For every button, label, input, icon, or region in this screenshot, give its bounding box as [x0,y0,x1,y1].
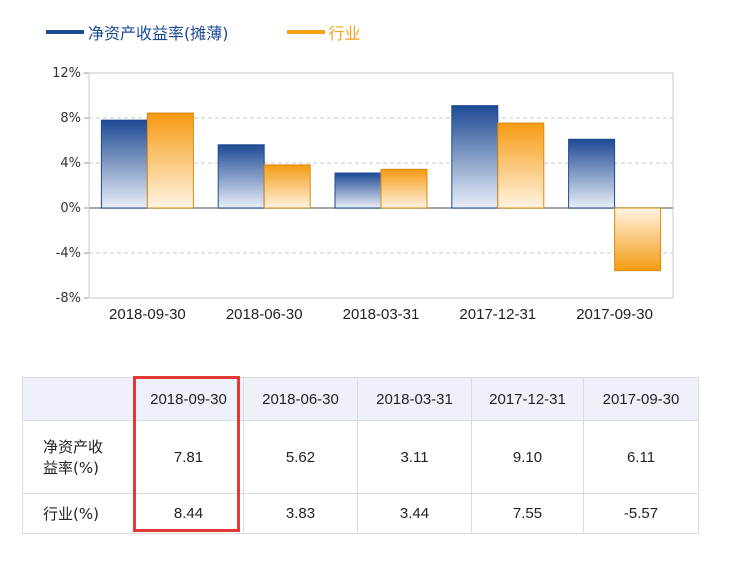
legend-line-roe [46,30,84,34]
y-tick-label: 12% [52,66,81,81]
x-tick-label: 2017-09-30 [576,306,653,323]
bar-industry [380,168,428,209]
bar-roe [334,172,382,209]
table-cell: 3.44 [357,493,472,534]
table-header-cell: 2017-12-31 [471,377,584,421]
table-cell: 5.62 [243,420,358,494]
bar-industry [497,122,545,209]
table-cell: -5.57 [583,493,699,534]
row-label-industry: 行业(%) [22,493,134,534]
y-tick-label: 0% [60,201,81,216]
legend-label-roe: 净资产收益率(摊薄) [88,24,229,43]
table-row: 净资产收 益率(%) 7.81 5.62 3.11 9.10 6.11 [22,420,699,494]
bar-roe [451,105,499,209]
row-label-roe: 净资产收 益率(%) [22,420,134,494]
x-tick-label: 2018-09-30 [109,306,186,323]
table-header-row: 2018-09-30 2018-06-30 2018-03-31 2017-12… [22,377,699,421]
legend-label-industry: 行业 [328,24,361,43]
x-tick-label: 2018-06-30 [226,306,303,323]
table-cell: 7.81 [133,420,244,494]
y-tick-label: 4% [60,156,81,171]
table-header-cell: 2018-09-30 [133,377,244,421]
bar-chart: 12% 8% 4% 0% -4% -8% 2018-09-30 2018-06-30 2018-… [52,66,674,323]
legend-item-roe[interactable]: 净资产收益率(摊薄) [46,20,229,44]
bar-industry [146,112,194,209]
table-cell: 8.44 [133,493,244,534]
table-row: 行业(%) 8.44 3.83 3.44 7.55 -5.57 [22,493,699,534]
table-cell: 3.83 [243,493,358,534]
table-cell: 9.10 [471,420,584,494]
table-header-cell [22,377,134,421]
bar-roe [568,138,616,209]
chart-legend: 净资产收益率(摊薄) 行业 [46,14,419,50]
legend-line-industry [286,30,325,34]
row-label-line: 净资产收 [43,438,104,456]
table-header-cell: 2018-06-30 [243,377,358,421]
row-label-line: 益率(%) [43,459,99,477]
table-cell: 6.11 [583,420,699,494]
table-header-cell: 2017-09-30 [583,377,699,421]
y-tick-label: 8% [60,111,81,126]
table-cell: 3.11 [357,420,472,494]
x-tick-label: 2017-12-31 [459,306,536,323]
data-table: 2018-09-30 2018-06-30 2018-03-31 2017-12… [22,377,699,534]
table-header-cell: 2018-03-31 [357,377,472,421]
chart-axes: 12% 8% 4% 0% -4% -8% 2018-09-30 2018-06-30 2018-… [52,66,674,323]
bar-industry [263,164,311,209]
table-cell: 7.55 [471,493,584,534]
chart-bars [100,105,662,272]
legend-item-industry[interactable]: 行业 [286,20,361,44]
bar-industry [614,207,662,272]
x-tick-label: 2018-03-31 [343,306,420,323]
y-tick-label: -8% [56,291,81,306]
bar-roe [100,119,148,209]
plot-frame [88,72,674,299]
bar-roe [217,144,265,209]
y-tick-label: -4% [56,246,81,261]
